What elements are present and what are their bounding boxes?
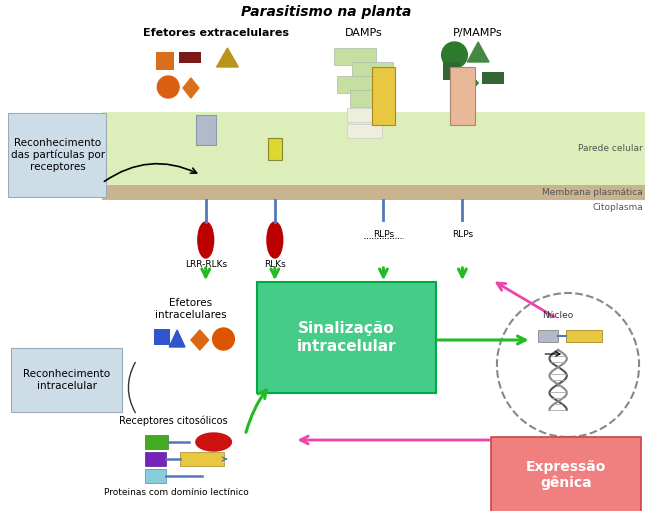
Text: Parede celular: Parede celular xyxy=(579,144,643,152)
Text: Parasitismo na planta: Parasitismo na planta xyxy=(241,5,412,19)
Text: Efetores extracelulares: Efetores extracelulares xyxy=(143,28,288,38)
Bar xyxy=(450,67,475,125)
Text: LRR-RLKs: LRR-RLKs xyxy=(184,260,227,269)
Polygon shape xyxy=(468,42,489,62)
Bar xyxy=(566,330,602,342)
Bar xyxy=(539,330,558,342)
Text: Citoplasma: Citoplasma xyxy=(592,202,643,212)
Ellipse shape xyxy=(196,433,232,451)
Circle shape xyxy=(157,76,179,98)
Bar xyxy=(352,62,393,79)
Bar xyxy=(144,435,168,449)
Text: P/MAMPs: P/MAMPs xyxy=(452,28,502,38)
Circle shape xyxy=(213,328,234,350)
Bar xyxy=(482,72,504,84)
Polygon shape xyxy=(191,330,209,350)
Text: RLKs: RLKs xyxy=(264,260,286,269)
Polygon shape xyxy=(462,74,478,92)
Bar xyxy=(179,52,201,63)
Text: RLPs: RLPs xyxy=(373,230,394,239)
FancyBboxPatch shape xyxy=(491,437,641,511)
Bar xyxy=(180,452,224,466)
Text: Núcleo: Núcleo xyxy=(542,311,574,320)
Bar xyxy=(102,185,645,200)
Text: Reconhecimento
intracelular: Reconhecimento intracelular xyxy=(23,369,110,391)
Ellipse shape xyxy=(198,222,213,258)
Text: Expressão
gênica: Expressão gênica xyxy=(526,459,606,491)
Bar xyxy=(337,76,379,93)
Text: DAMPs: DAMPs xyxy=(345,28,382,38)
FancyArrowPatch shape xyxy=(104,164,197,181)
Bar xyxy=(347,108,382,122)
FancyBboxPatch shape xyxy=(11,348,122,412)
FancyBboxPatch shape xyxy=(8,113,106,197)
Bar xyxy=(334,48,375,65)
Bar xyxy=(347,124,382,138)
Bar xyxy=(102,112,645,185)
FancyBboxPatch shape xyxy=(257,282,436,393)
Bar xyxy=(442,62,461,80)
Bar xyxy=(156,52,174,70)
Bar xyxy=(196,115,215,145)
Text: Proteinas com domínio lectínico: Proteinas com domínio lectínico xyxy=(104,488,248,497)
Polygon shape xyxy=(217,48,238,67)
Ellipse shape xyxy=(267,222,283,258)
Text: Membrana plasmática: Membrana plasmática xyxy=(542,188,643,197)
Bar xyxy=(268,138,282,160)
Bar xyxy=(144,452,166,466)
Circle shape xyxy=(442,42,468,68)
Text: Reconhecimento
das partículas por
receptores: Reconhecimento das partículas por recept… xyxy=(10,138,104,172)
Polygon shape xyxy=(169,330,185,347)
Bar xyxy=(154,329,170,345)
Text: RLPs: RLPs xyxy=(451,230,473,239)
Text: Efetores
intracelulares: Efetores intracelulares xyxy=(155,298,227,319)
Bar xyxy=(372,67,395,125)
Bar xyxy=(144,469,166,483)
Polygon shape xyxy=(183,78,199,98)
Text: Sinalização
intracelular: Sinalização intracelular xyxy=(297,321,396,354)
Text: Receptores citosólicos: Receptores citosólicos xyxy=(119,415,228,426)
Bar xyxy=(350,90,392,107)
